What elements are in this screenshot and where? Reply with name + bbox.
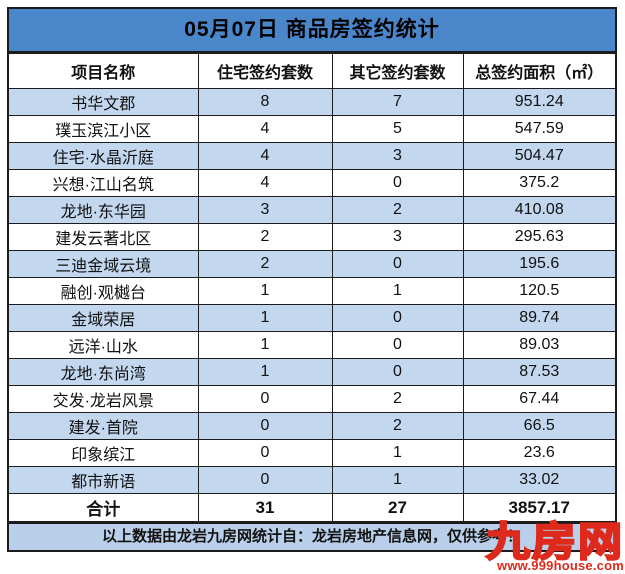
column-header-project: 项目名称 (9, 53, 199, 89)
cell-area-value: 547.59 (462, 115, 615, 143)
cell-area-value: 951.24 (462, 88, 615, 116)
cell-project-name: 住宅·水晶沂庭 (9, 142, 199, 170)
cell-project-name: 印象缤江 (9, 439, 199, 467)
cell-project-name: 三迪金域云境 (9, 250, 199, 278)
table-row: 璞玉滨江小区 4 5 547.59 (9, 115, 615, 143)
cell-project-name: 建发云著北区 (9, 223, 199, 251)
cell-area-value: 410.08 (462, 196, 615, 224)
cell-other-count: 0 (331, 304, 464, 332)
cell-residential-count: 1 (197, 358, 333, 386)
cell-residential-count: 1 (197, 304, 333, 332)
cell-other-count: 0 (331, 358, 464, 386)
table-row: 三迪金域云境 2 0 195.6 (9, 250, 615, 278)
cell-other-count: 1 (331, 277, 464, 305)
cell-project-name: 兴想·江山名筑 (9, 169, 199, 197)
cell-project-name: 交发·龙岩风景 (9, 385, 199, 413)
cell-other-count: 1 (331, 466, 464, 494)
cell-residential-count: 3 (197, 196, 333, 224)
cell-project-name: 书华文郡 (9, 88, 199, 116)
cell-residential-count: 4 (197, 115, 333, 143)
table-row: 建发·首院 0 2 66.5 (9, 412, 615, 440)
total-area-value: 3857.17 (462, 493, 615, 522)
table-row: 住宅·水晶沂庭 4 3 504.47 (9, 142, 615, 170)
cell-project-name: 璞玉滨江小区 (9, 115, 199, 143)
table-row: 远洋·山水 1 0 89.03 (9, 331, 615, 359)
table-row: 兴想·江山名筑 4 0 375.2 (9, 169, 615, 197)
cell-other-count: 7 (331, 88, 464, 116)
cell-area-value: 120.5 (462, 277, 615, 305)
cell-residential-count: 2 (197, 223, 333, 251)
cell-other-count: 0 (331, 331, 464, 359)
table-body: 书华文郡 8 7 951.24 璞玉滨江小区 4 5 547.59 住宅·水晶沂… (9, 88, 615, 494)
cell-residential-count: 0 (197, 412, 333, 440)
cell-project-name: 融创·观樾台 (9, 277, 199, 305)
table-header: 项目名称 住宅签约套数 其它签约套数 总签约面积（㎡） (9, 53, 615, 89)
column-header-area: 总签约面积（㎡） (462, 53, 615, 89)
table-title: 05月07日 商品房签约统计 (9, 9, 615, 53)
cell-project-name: 建发·首院 (9, 412, 199, 440)
column-header-other: 其它签约套数 (331, 53, 464, 89)
cell-project-name: 龙地·东尚湾 (9, 358, 199, 386)
cell-project-name: 远洋·山水 (9, 331, 199, 359)
table-row: 交发·龙岩风景 0 2 67.44 (9, 385, 615, 413)
total-label: 合计 (9, 493, 199, 522)
table-row: 融创·观樾台 1 1 120.5 (9, 277, 615, 305)
cell-other-count: 5 (331, 115, 464, 143)
cell-area-value: 87.53 (462, 358, 615, 386)
table-row: 龙地·东华园 3 2 410.08 (9, 196, 615, 224)
cell-residential-count: 0 (197, 385, 333, 413)
cell-area-value: 375.2 (462, 169, 615, 197)
cell-area-value: 89.03 (462, 331, 615, 359)
cell-residential-count: 1 (197, 277, 333, 305)
footer-note: 以上数据由龙岩九房网统计自：龙岩房地产信息网，仅供参考！ (9, 522, 615, 550)
cell-residential-count: 4 (197, 169, 333, 197)
cell-other-count: 3 (331, 142, 464, 170)
cell-area-value: 66.5 (462, 412, 615, 440)
table-row: 建发云著北区 2 3 295.63 (9, 223, 615, 251)
cell-other-count: 0 (331, 169, 464, 197)
cell-other-count: 3 (331, 223, 464, 251)
cell-other-count: 2 (331, 412, 464, 440)
cell-project-name: 金域荣居 (9, 304, 199, 332)
table-row: 书华文郡 8 7 951.24 (9, 88, 615, 116)
total-row: 合计 31 27 3857.17 (9, 493, 615, 522)
table-total: 合计 31 27 3857.17 (9, 493, 615, 522)
cell-residential-count: 0 (197, 466, 333, 494)
cell-residential-count: 2 (197, 250, 333, 278)
table-row: 龙地·东尚湾 1 0 87.53 (9, 358, 615, 386)
cell-other-count: 2 (331, 196, 464, 224)
cell-residential-count: 4 (197, 142, 333, 170)
cell-residential-count: 0 (197, 439, 333, 467)
cell-area-value: 504.47 (462, 142, 615, 170)
cell-area-value: 89.74 (462, 304, 615, 332)
cell-area-value: 67.44 (462, 385, 615, 413)
cell-residential-count: 8 (197, 88, 333, 116)
cell-other-count: 0 (331, 250, 464, 278)
cell-project-name: 龙地·东华园 (9, 196, 199, 224)
cell-area-value: 33.02 (462, 466, 615, 494)
stats-table-frame: 05月07日 商品房签约统计 项目名称 住宅签约套数 其它签约套数 总签约面积（… (7, 7, 617, 552)
cell-residential-count: 1 (197, 331, 333, 359)
total-residential-count: 31 (197, 493, 333, 522)
stats-table: 项目名称 住宅签约套数 其它签约套数 总签约面积（㎡） 书华文郡 8 7 951… (9, 53, 615, 522)
column-header-residential: 住宅签约套数 (197, 53, 333, 89)
cell-area-value: 295.63 (462, 223, 615, 251)
table-row: 都市新语 0 1 33.02 (9, 466, 615, 494)
table-row: 金域荣居 1 0 89.74 (9, 304, 615, 332)
total-other-count: 27 (331, 493, 464, 522)
cell-area-value: 23.6 (462, 439, 615, 467)
cell-project-name: 都市新语 (9, 466, 199, 494)
header-row: 项目名称 住宅签约套数 其它签约套数 总签约面积（㎡） (9, 53, 615, 89)
watermark-url: www.999house.com (497, 558, 624, 573)
table-row: 印象缤江 0 1 23.6 (9, 439, 615, 467)
cell-area-value: 195.6 (462, 250, 615, 278)
cell-other-count: 1 (331, 439, 464, 467)
cell-other-count: 2 (331, 385, 464, 413)
